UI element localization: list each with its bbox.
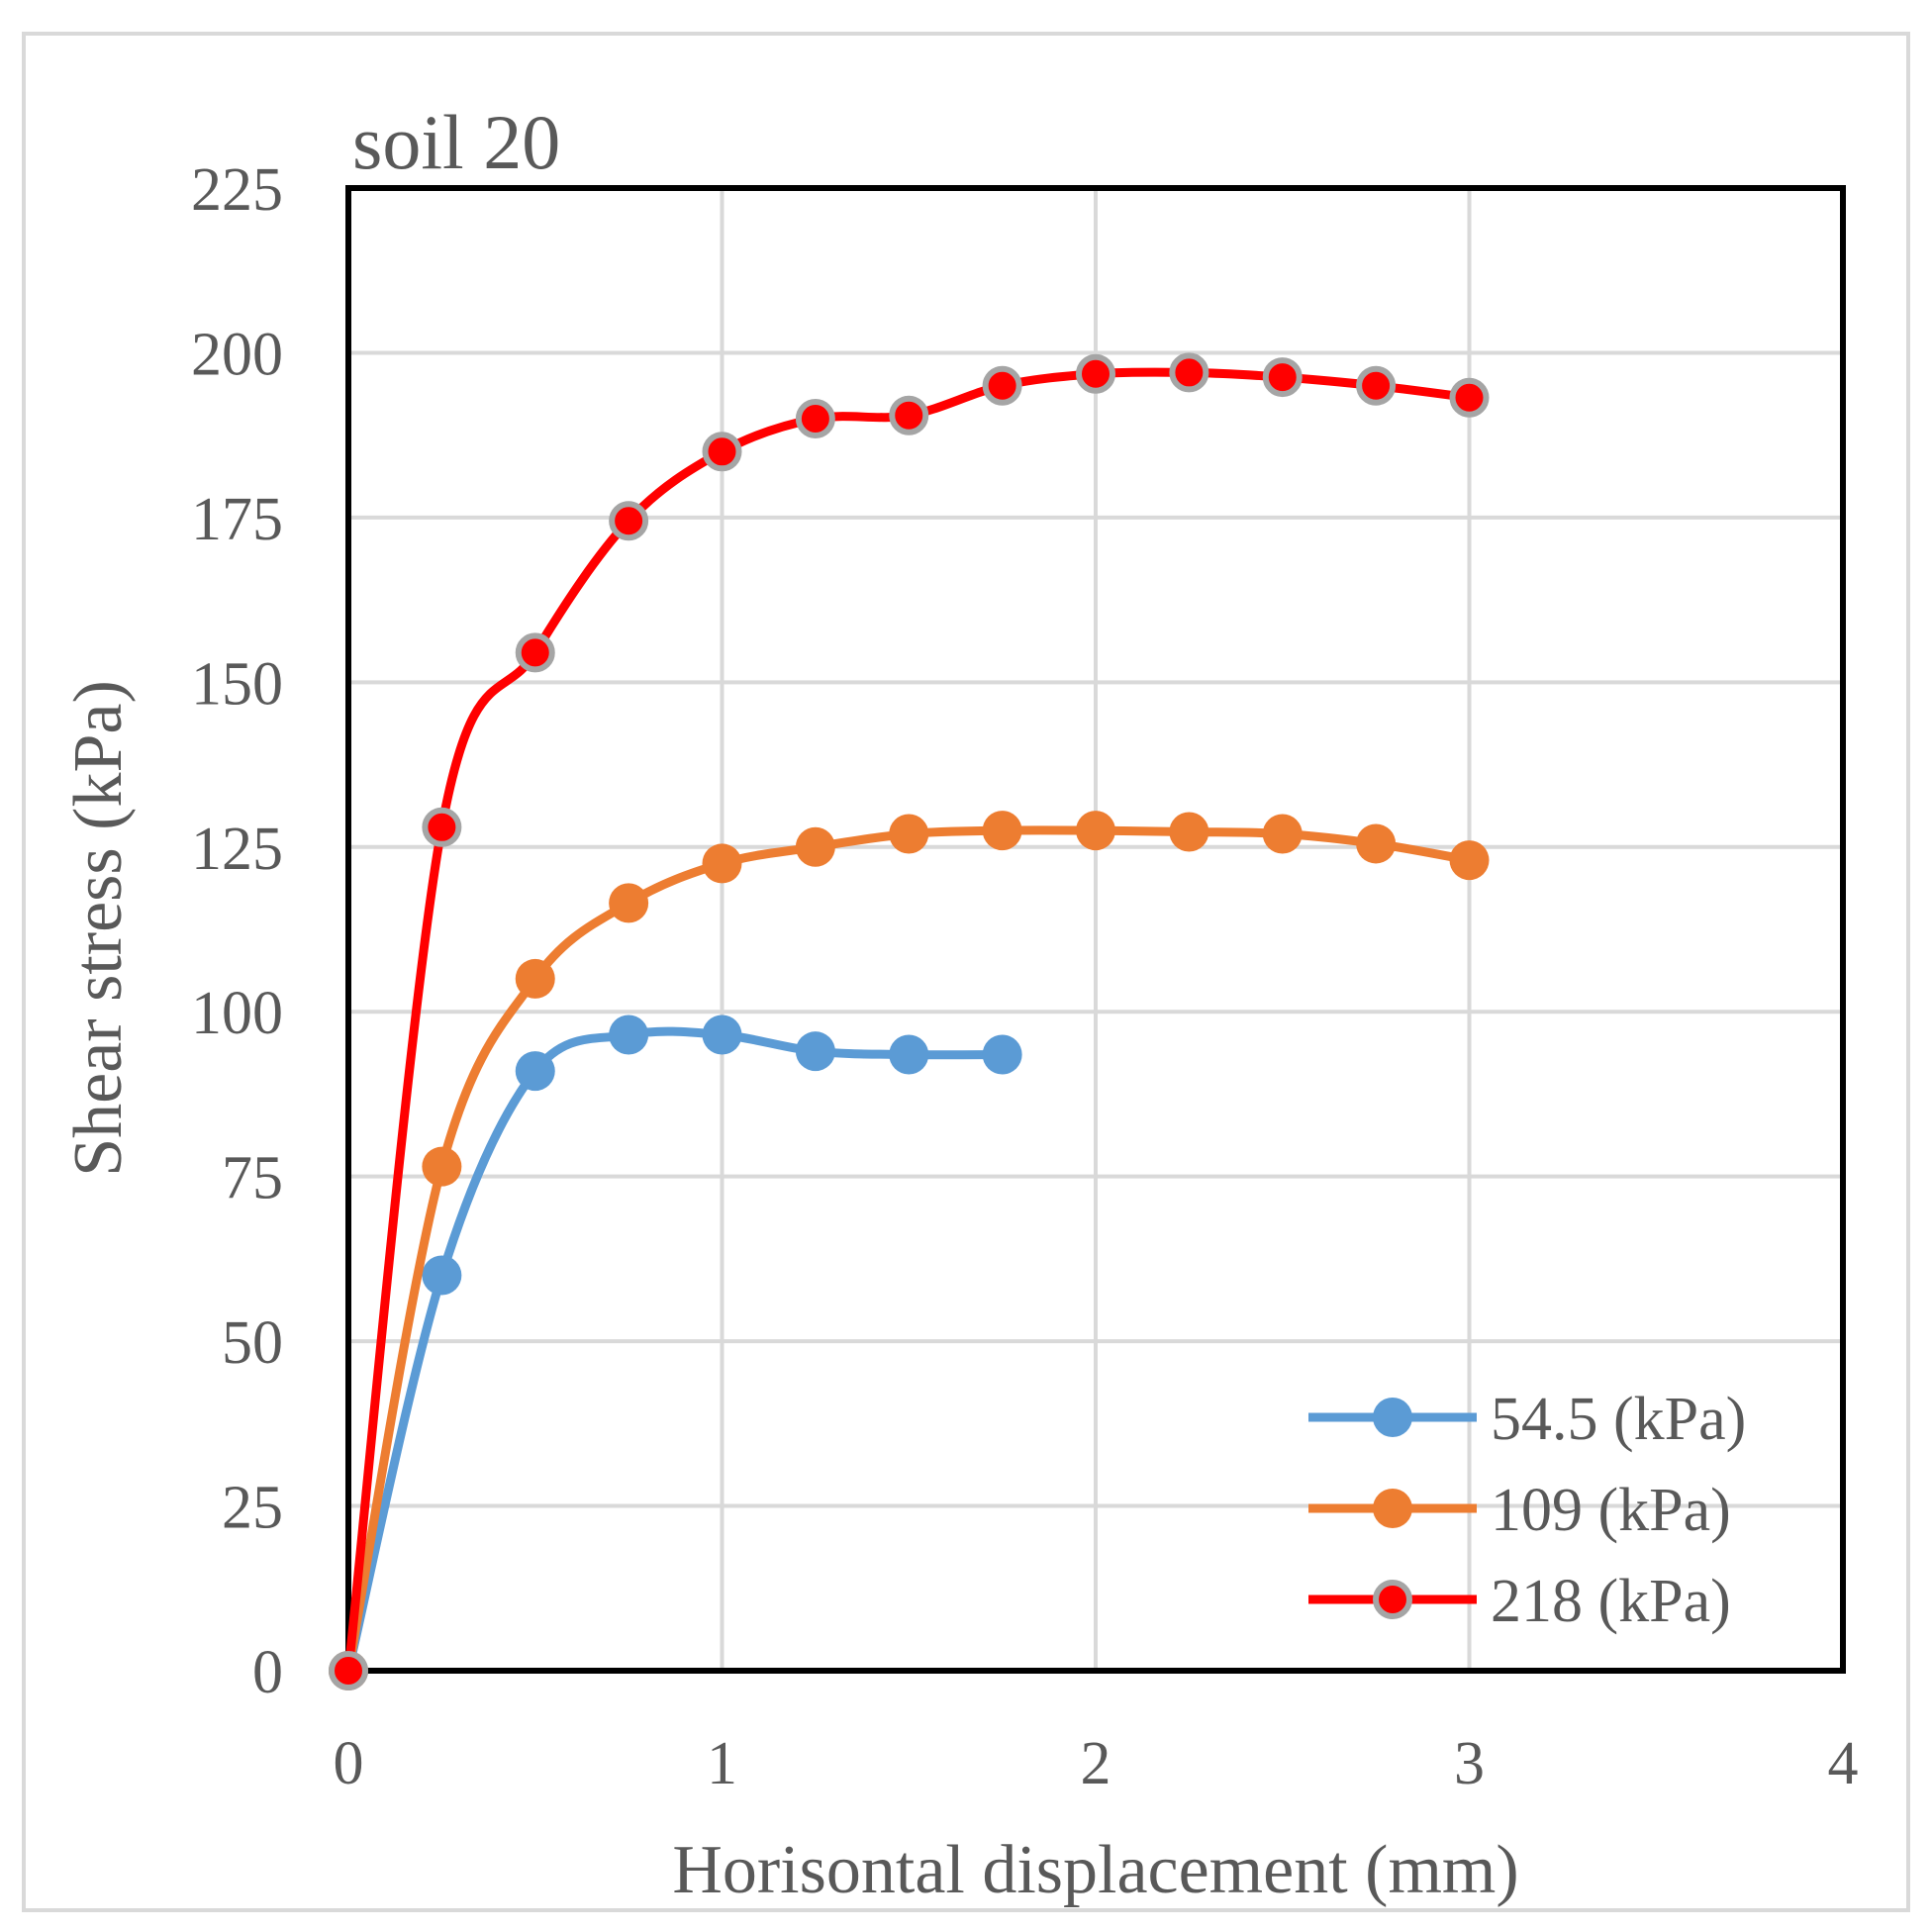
y-axis-title: Shear stress (kPa) [60,680,137,1177]
data-point [982,1034,1022,1075]
y-tick-label: 200 [191,321,283,388]
data-point [422,807,462,847]
x-tick-label: 0 [334,1730,364,1797]
data-point [1076,811,1115,851]
data-point [515,632,555,673]
data-point [1262,814,1303,854]
legend-marker [1373,1580,1412,1619]
chart-title: soil 20 [352,99,560,185]
data-point [329,1651,368,1690]
x-tick-labels: 0 1 2 3 4 [334,1730,1859,1797]
data-point [795,399,835,439]
legend-marker [1373,1489,1412,1528]
y-tick-label: 100 [191,980,283,1047]
legend[interactable]: 54.5 (kPa) 109 (kPa) 218 (kPa) [1308,1386,1746,1635]
data-point [889,395,929,435]
data-point [702,843,742,884]
y-tick-label: 225 [191,156,283,224]
series-layer [329,352,1490,1690]
series-3 [329,352,1490,1690]
data-point [515,1051,555,1092]
data-point [1449,840,1490,881]
series-line [343,367,1474,1676]
series-line [343,1026,1008,1676]
series-2 [329,811,1490,1690]
legend-label: 109 (kPa) [1491,1477,1731,1544]
data-point [795,1031,835,1072]
legend-item[interactable]: 54.5 (kPa) [1308,1386,1746,1453]
legend-label: 54.5 (kPa) [1491,1386,1746,1453]
data-point [889,1034,929,1075]
legend-item[interactable]: 218 (kPa) [1308,1568,1731,1635]
data-point [609,1014,649,1055]
plot-area-border [345,185,1846,1674]
y-tick-label: 150 [191,650,283,718]
data-point [702,1014,742,1055]
y-tick-label: 75 [222,1145,283,1212]
x-tick-label: 3 [1454,1730,1485,1797]
legend-label: 218 (kPa) [1491,1568,1731,1635]
data-point [889,814,929,854]
legend-item[interactable]: 109 (kPa) [1308,1477,1731,1544]
x-tick-label: 1 [707,1730,737,1797]
data-point [795,826,835,867]
series-1 [329,1014,1022,1690]
y-tick-label: 0 [252,1639,283,1706]
y-tick-label: 25 [222,1475,283,1542]
data-point [1262,357,1303,398]
data-point [515,958,555,999]
x-axis-title: Horisontal displacement (mm) [672,1832,1518,1908]
data-point [1449,377,1490,418]
data-point [422,1255,462,1296]
data-point [609,883,649,923]
data-point [1076,353,1115,394]
y-tick-label: 175 [191,486,283,553]
data-point [982,365,1022,406]
y-tick-label: 50 [222,1309,283,1377]
legend-marker [1373,1398,1412,1437]
x-tick-label: 2 [1081,1730,1111,1797]
series-line [343,825,1474,1676]
data-point [1169,812,1209,852]
data-point [1356,823,1397,864]
data-point [1169,352,1209,393]
data-point [609,501,649,541]
x-tick-label: 4 [1828,1730,1859,1797]
data-point [1356,365,1397,406]
axes [345,185,1846,1674]
y-tick-labels: 0 25 50 75 100 125 150 175 200 225 [191,156,283,1706]
data-point [982,811,1022,851]
data-point [422,1146,462,1187]
y-tick-label: 125 [191,816,283,883]
data-point [702,432,742,472]
chart-frame [22,32,1910,1912]
